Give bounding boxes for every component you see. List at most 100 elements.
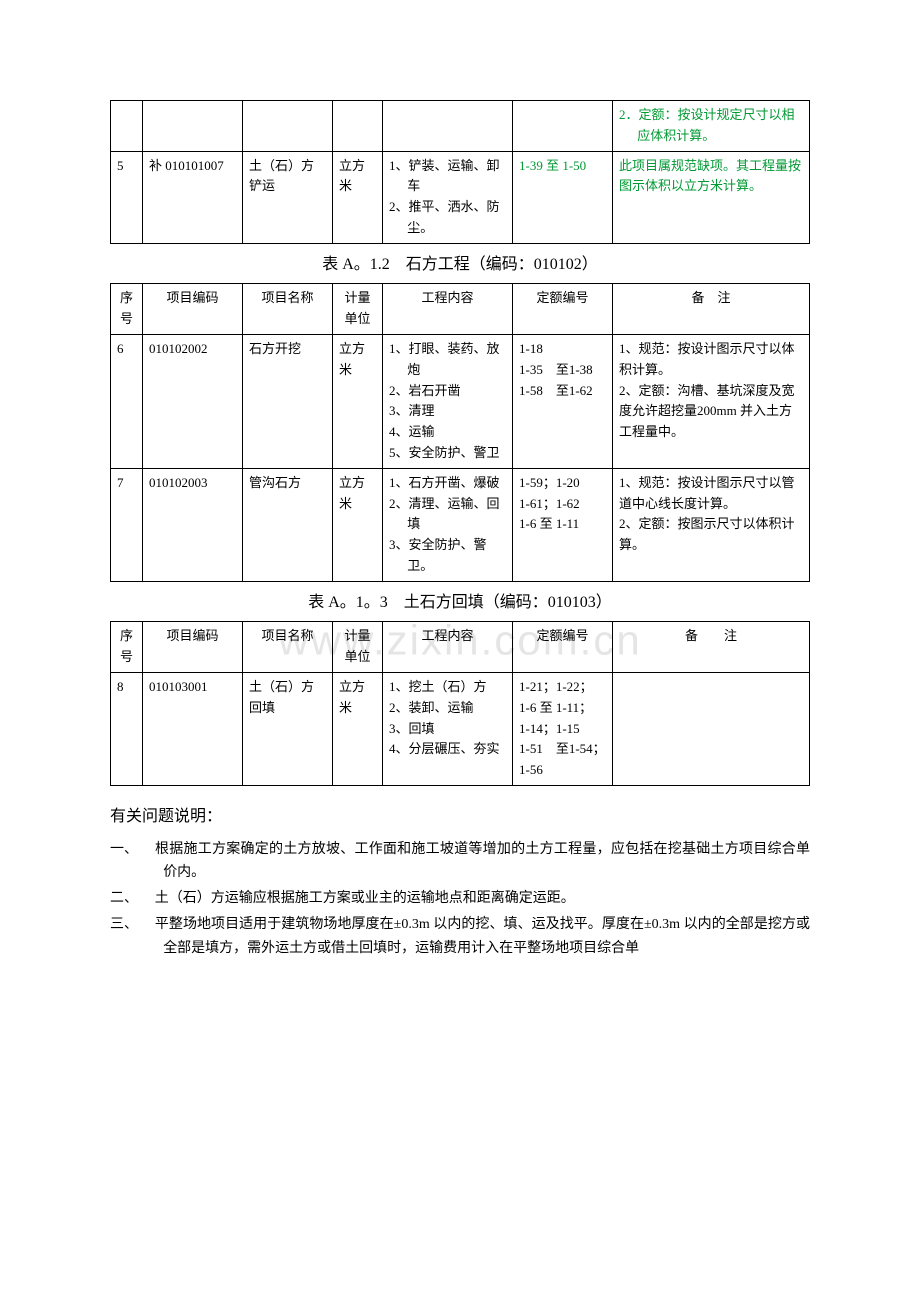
header-content: 工程内容 bbox=[383, 284, 513, 335]
note-line: 2、定额：沟槽、基坑深度及宽度允许超挖量200mm 并入土方工程量中。 bbox=[619, 381, 803, 443]
explain-title: 有关问题说明： bbox=[110, 804, 810, 830]
ref-line: 1-6 至 1-11； bbox=[519, 698, 606, 719]
content-line: 2、装卸、运输 bbox=[389, 698, 506, 719]
table-row: 2．定额：按设计规定尺寸以相应体积计算。 bbox=[111, 101, 810, 152]
header-unit: 计量单位 bbox=[333, 284, 383, 335]
table-caption-a12: 表 A。1.2 石方工程（编码：010102） bbox=[110, 252, 810, 278]
content-line: 3、安全防护、警卫。 bbox=[389, 535, 506, 577]
note-line: 2、定额：按图示尺寸以体积计算。 bbox=[619, 514, 803, 556]
ref-line: 1-6 至 1-11 bbox=[519, 514, 606, 535]
header-idx: 序号 bbox=[111, 622, 143, 673]
cell-code: 010103001 bbox=[143, 672, 243, 785]
cell-ref: 1-21；1-22； 1-6 至 1-11； 1-14；1-15 1-51 至1… bbox=[513, 672, 613, 785]
cell-unit bbox=[333, 101, 383, 152]
cell-idx: 7 bbox=[111, 468, 143, 581]
cell-ref bbox=[513, 101, 613, 152]
cell-note: 2．定额：按设计规定尺寸以相应体积计算。 bbox=[613, 101, 810, 152]
cell-unit: 立方米 bbox=[333, 468, 383, 581]
ref-line: 1-58 至1-62 bbox=[519, 381, 606, 402]
cell-content: 1、挖土（石）方 2、装卸、运输 3、回填 4、分层碾压、夯实 bbox=[383, 672, 513, 785]
cell-unit: 立方米 bbox=[333, 151, 383, 243]
content-line: 3、回填 bbox=[389, 719, 506, 740]
header-note: 备 注 bbox=[613, 622, 810, 673]
cell-unit: 立方米 bbox=[333, 334, 383, 468]
cell-content: 1、石方开凿、爆破 2、清理、运输、回填 3、安全防护、警卫。 bbox=[383, 468, 513, 581]
content-line: 4、运输 bbox=[389, 422, 506, 443]
ref-line: 1-51 至1-54；1-56 bbox=[519, 739, 606, 781]
cell-note: 此项目属规范缺项。其工程量按图示体积以立方米计算。 bbox=[613, 151, 810, 243]
ref-line: 1-18 bbox=[519, 339, 606, 360]
cell-idx bbox=[111, 101, 143, 152]
header-idx: 序号 bbox=[111, 284, 143, 335]
content-line: 3、清理 bbox=[389, 401, 506, 422]
content-line: 5、安全防护、警卫 bbox=[389, 443, 506, 464]
note-line: 1、规范：按设计图示尺寸以管道中心线长度计算。 bbox=[619, 473, 803, 515]
ref-line: 1-35 至1-38 bbox=[519, 360, 606, 381]
cell-idx: 5 bbox=[111, 151, 143, 243]
explain-text: 根据施工方案确定的土方放坡、工作面和施工坡道等增加的土方工程量，应包括在挖基础土… bbox=[155, 842, 810, 881]
cell-idx: 8 bbox=[111, 672, 143, 785]
cell-ref: 1-18 1-35 至1-38 1-58 至1-62 bbox=[513, 334, 613, 468]
ref-line: 1-14；1-15 bbox=[519, 719, 606, 740]
cell-code: 补 010101007 bbox=[143, 151, 243, 243]
header-name: 项目名称 bbox=[243, 622, 333, 673]
content-line: 2、清理、运输、回填 bbox=[389, 494, 506, 536]
cell-name bbox=[243, 101, 333, 152]
explain-num: 一、 bbox=[110, 838, 155, 862]
content-line: 2、岩石开凿 bbox=[389, 381, 506, 402]
content-line: 2、推平、洒水、防尘。 bbox=[389, 197, 506, 239]
table-row: 5 补 010101007 土（石）方铲运 立方米 1、铲装、运输、卸车 2、推… bbox=[111, 151, 810, 243]
ref-line: 1-61；1-62 bbox=[519, 494, 606, 515]
table-a12: 序号 项目编码 项目名称 计量单位 工程内容 定额编号 备 注 6 010102… bbox=[110, 283, 810, 581]
cell-note: 1、规范：按设计图示尺寸以体积计算。 2、定额：沟槽、基坑深度及宽度允许超挖量2… bbox=[613, 334, 810, 468]
cell-name: 管沟石方 bbox=[243, 468, 333, 581]
explain-item: 一、根据施工方案确定的土方放坡、工作面和施工坡道等增加的土方工程量，应包括在挖基… bbox=[110, 838, 810, 886]
header-code: 项目编码 bbox=[143, 284, 243, 335]
table-row: 8 010103001 土（石）方回填 立方米 1、挖土（石）方 2、装卸、运输… bbox=[111, 672, 810, 785]
cell-code: 010102002 bbox=[143, 334, 243, 468]
note-line: 2．定额：按设计规定尺寸以相应体积计算。 bbox=[619, 105, 803, 147]
content-line: 4、分层碾压、夯实 bbox=[389, 739, 506, 760]
cell-content: 1、打眼、装药、放炮 2、岩石开凿 3、清理 4、运输 5、安全防护、警卫 bbox=[383, 334, 513, 468]
explain-text: 土（石）方运输应根据施工方案或业主的运输地点和距离确定运距。 bbox=[155, 891, 575, 906]
cell-note: 1、规范：按设计图示尺寸以管道中心线长度计算。 2、定额：按图示尺寸以体积计算。 bbox=[613, 468, 810, 581]
table-row: 7 010102003 管沟石方 立方米 1、石方开凿、爆破 2、清理、运输、回… bbox=[111, 468, 810, 581]
cell-content bbox=[383, 101, 513, 152]
explain-text: 平整场地项目适用于建筑物场地厚度在±0.3m 以内的挖、填、运及找平。厚度在±0… bbox=[155, 917, 810, 956]
cell-content: 1、铲装、运输、卸车 2、推平、洒水、防尘。 bbox=[383, 151, 513, 243]
header-content: 工程内容 bbox=[383, 622, 513, 673]
explain-item: 二、土（石）方运输应根据施工方案或业主的运输地点和距离确定运距。 bbox=[110, 887, 810, 911]
table-header-row: 序号 项目编码 项目名称 计量单位 工程内容 定额编号 备 注 bbox=[111, 284, 810, 335]
cell-ref: 1-59；1-20 1-61；1-62 1-6 至 1-11 bbox=[513, 468, 613, 581]
note-line: 1、规范：按设计图示尺寸以体积计算。 bbox=[619, 339, 803, 381]
cell-name: 石方开挖 bbox=[243, 334, 333, 468]
explain-num: 三、 bbox=[110, 913, 155, 937]
table-a11-fragment: 2．定额：按设计规定尺寸以相应体积计算。 5 补 010101007 土（石）方… bbox=[110, 100, 810, 244]
explain-num: 二、 bbox=[110, 887, 155, 911]
content-line: 1、打眼、装药、放炮 bbox=[389, 339, 506, 381]
page-content: 2．定额：按设计规定尺寸以相应体积计算。 5 补 010101007 土（石）方… bbox=[110, 100, 810, 960]
header-ref: 定额编号 bbox=[513, 284, 613, 335]
explain-item: 三、平整场地项目适用于建筑物场地厚度在±0.3m 以内的挖、填、运及找平。厚度在… bbox=[110, 913, 810, 961]
table-row: 6 010102002 石方开挖 立方米 1、打眼、装药、放炮 2、岩石开凿 3… bbox=[111, 334, 810, 468]
table-a13: 序号 项目编码 项目名称 计量单位 工程内容 定额编号 备 注 8 010103… bbox=[110, 621, 810, 786]
content-line: 1、铲装、运输、卸车 bbox=[389, 156, 506, 198]
cell-name: 土（石）方回填 bbox=[243, 672, 333, 785]
cell-note bbox=[613, 672, 810, 785]
content-line: 1、石方开凿、爆破 bbox=[389, 473, 506, 494]
header-name: 项目名称 bbox=[243, 284, 333, 335]
ref-line: 1-59；1-20 bbox=[519, 473, 606, 494]
ref-line: 1-21；1-22； bbox=[519, 677, 606, 698]
cell-name: 土（石）方铲运 bbox=[243, 151, 333, 243]
content-line: 1、挖土（石）方 bbox=[389, 677, 506, 698]
header-unit: 计量单位 bbox=[333, 622, 383, 673]
header-code: 项目编码 bbox=[143, 622, 243, 673]
cell-idx: 6 bbox=[111, 334, 143, 468]
table-caption-a13: 表 A。1。3 土石方回填（编码：010103） bbox=[110, 590, 810, 616]
cell-code: 010102003 bbox=[143, 468, 243, 581]
table-header-row: 序号 项目编码 项目名称 计量单位 工程内容 定额编号 备 注 bbox=[111, 622, 810, 673]
cell-unit: 立方米 bbox=[333, 672, 383, 785]
header-ref: 定额编号 bbox=[513, 622, 613, 673]
header-note: 备 注 bbox=[613, 284, 810, 335]
cell-ref: 1-39 至 1-50 bbox=[513, 151, 613, 243]
